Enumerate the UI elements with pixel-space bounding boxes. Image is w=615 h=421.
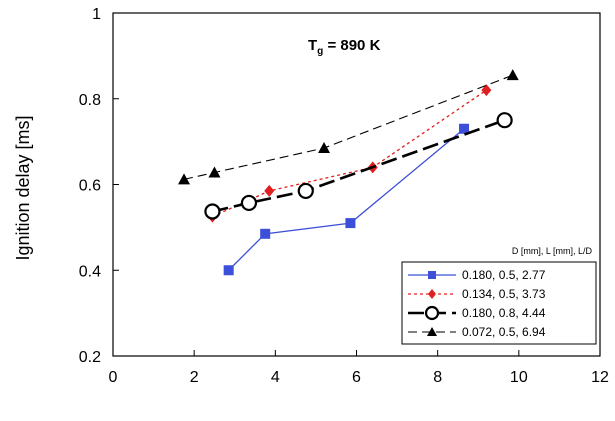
x-tick-label: 10: [510, 369, 528, 386]
x-tick-label: 12: [591, 369, 609, 386]
series-4-marker: [318, 142, 331, 154]
series-3-marker: [240, 194, 258, 212]
y-tick-label: 1: [92, 6, 101, 23]
series-2-marker: [264, 184, 275, 197]
series-line-3: [212, 118, 506, 213]
series-3-marker: [204, 203, 221, 220]
series-line-4: [183, 74, 513, 180]
legend-marker-4: [427, 327, 437, 336]
legend-label-1: 0.180, 0.5, 2.77: [462, 268, 546, 282]
y-axis-label: Ignition delay [ms]: [13, 115, 33, 260]
series-1-marker: [260, 228, 271, 239]
legend-label-4: 0.072, 0.5, 6.94: [462, 325, 546, 339]
series-1-marker: [345, 218, 356, 229]
series-2-marker: [481, 84, 492, 97]
legend-label-3: 0.180, 0.8, 4.44: [462, 306, 546, 320]
series-3-marker: [297, 182, 314, 200]
x-tick-label: 2: [190, 369, 199, 386]
legend-title: D [mm], L [mm], L/D: [512, 246, 593, 256]
legend-label-2: 0.134, 0.5, 3.73: [462, 287, 546, 301]
legend-marker-3: [424, 305, 440, 321]
annotation-subscript: g: [317, 46, 323, 57]
series-line-1: [228, 128, 465, 271]
y-tick-label: 0.2: [79, 349, 101, 366]
y-tick-label: 0.6: [79, 178, 101, 195]
series-4-marker: [208, 166, 221, 178]
series-3-marker: [496, 112, 513, 129]
legend-box: [401, 261, 597, 345]
x-tick-label: 0: [109, 369, 118, 386]
y-tick-label: 0.8: [79, 92, 101, 109]
series-4-marker: [506, 69, 519, 81]
y-tick-label: 0.4: [79, 263, 101, 280]
x-tick-label: 6: [352, 369, 361, 386]
x-tick-label: 8: [433, 369, 442, 386]
x-tick-label: 4: [271, 369, 280, 386]
legend-marker-2: [428, 289, 436, 299]
series-4-marker: [178, 173, 191, 185]
series-1-marker: [459, 123, 470, 134]
legend-marker-1: [428, 271, 436, 279]
temperature-annotation: Tg = 890 K: [308, 37, 381, 57]
annotation-rest: = 890 K: [323, 37, 380, 54]
annotation-main: T: [308, 37, 317, 54]
series-1-marker: [223, 265, 234, 276]
